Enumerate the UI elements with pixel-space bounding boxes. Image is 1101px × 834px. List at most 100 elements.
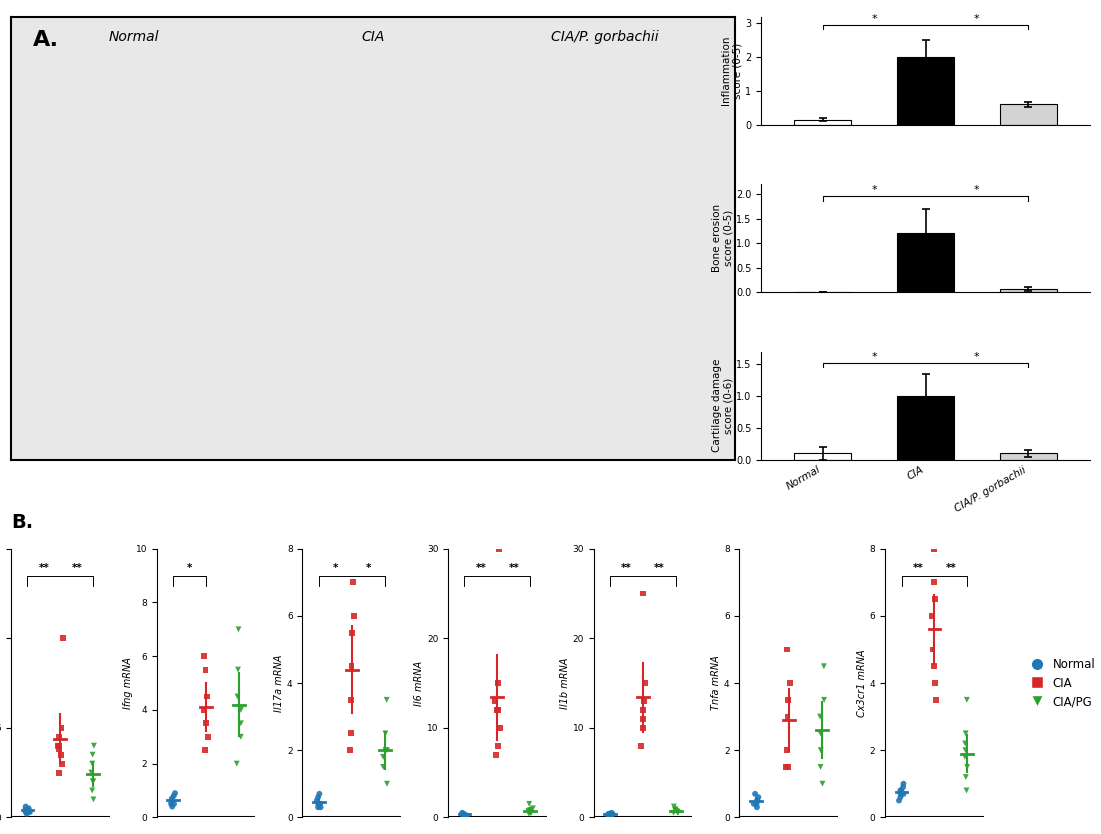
Point	[378, 777, 395, 791]
Point	[312, 801, 329, 814]
Point	[232, 730, 250, 743]
Point	[748, 801, 765, 814]
Point	[198, 690, 216, 703]
Point	[634, 721, 652, 735]
Point	[377, 743, 394, 756]
Point	[163, 800, 181, 813]
Y-axis label: Inflammation
score (0-5): Inflammation score (0-5)	[721, 36, 742, 105]
Point	[956, 751, 973, 764]
Point	[895, 777, 913, 791]
Point	[895, 787, 913, 801]
Text: **: **	[39, 563, 50, 573]
Point	[85, 739, 102, 752]
Text: *: *	[871, 14, 876, 24]
Point	[84, 784, 101, 797]
Point	[342, 693, 360, 706]
Y-axis label: Tnfa mRNA: Tnfa mRNA	[711, 656, 721, 711]
Point	[53, 721, 70, 735]
Point	[454, 807, 471, 821]
Point	[228, 757, 246, 771]
Text: CIA: CIA	[361, 30, 384, 44]
Point	[520, 804, 537, 817]
Point	[490, 542, 508, 555]
Text: A.: A.	[33, 30, 58, 50]
Point	[52, 748, 69, 761]
Point	[20, 801, 37, 815]
Point	[811, 710, 829, 723]
Point	[777, 761, 795, 774]
Point	[230, 623, 248, 636]
Point	[811, 761, 829, 774]
Point	[455, 807, 472, 821]
Point	[491, 721, 509, 735]
Point	[378, 693, 395, 706]
Point	[603, 807, 621, 821]
Point	[924, 609, 941, 622]
Point	[21, 806, 39, 819]
Point	[927, 693, 945, 706]
Point	[84, 757, 101, 771]
Point	[599, 808, 617, 821]
Point	[50, 766, 67, 779]
Text: *: *	[974, 14, 980, 24]
Point	[83, 766, 100, 779]
Point	[456, 809, 473, 822]
Bar	[795, 120, 851, 125]
Bar	[1000, 289, 1057, 292]
Text: *: *	[366, 563, 371, 573]
Point	[17, 803, 34, 816]
Y-axis label: Il17a mRNA: Il17a mRNA	[274, 655, 284, 711]
Point	[811, 743, 829, 756]
Point	[197, 663, 215, 676]
Point	[668, 806, 686, 819]
Point	[458, 809, 476, 822]
Point	[600, 808, 618, 821]
Point	[489, 703, 506, 716]
Point	[53, 757, 70, 771]
Point	[84, 775, 101, 788]
Text: *: *	[974, 352, 980, 362]
Text: **: **	[654, 563, 665, 573]
Point	[749, 794, 766, 807]
Point	[665, 806, 683, 820]
Bar	[795, 454, 851, 460]
Point	[749, 794, 766, 807]
Point	[632, 739, 650, 752]
Text: **: **	[476, 563, 487, 573]
Y-axis label: Il6 mRNA: Il6 mRNA	[414, 661, 424, 706]
Point	[602, 806, 620, 820]
Point	[232, 703, 250, 716]
Point	[165, 789, 183, 802]
Point	[456, 808, 473, 821]
Point	[456, 808, 473, 821]
Point	[925, 575, 942, 589]
Point	[523, 806, 541, 820]
Point	[665, 800, 683, 813]
Point	[666, 803, 684, 816]
Point	[521, 803, 538, 816]
Point	[50, 739, 67, 752]
Point	[54, 631, 72, 645]
Point	[892, 787, 909, 801]
Point	[379, 743, 396, 756]
Point	[926, 676, 944, 690]
Text: H & E: H & E	[0, 168, 3, 203]
Point	[635, 694, 653, 707]
Point	[374, 761, 392, 774]
Point	[341, 743, 359, 756]
Point	[957, 743, 974, 756]
Point	[893, 784, 911, 797]
Point	[489, 703, 506, 716]
Point	[51, 742, 68, 756]
Point	[602, 808, 620, 821]
Point	[17, 806, 34, 819]
Point	[163, 791, 181, 805]
Point	[748, 797, 765, 811]
Point	[815, 660, 832, 673]
Point	[522, 806, 539, 820]
Text: CIA/P. gorbachii: CIA/P. gorbachii	[550, 30, 658, 44]
Point	[374, 751, 392, 764]
Point	[521, 797, 538, 811]
Y-axis label: Cx3cr1 mRNA: Cx3cr1 mRNA	[857, 649, 866, 717]
Point	[957, 726, 974, 740]
